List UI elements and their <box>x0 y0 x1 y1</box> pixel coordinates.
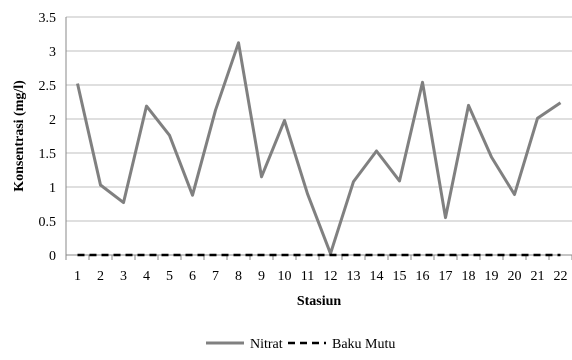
x-tick-label-5: 5 <box>166 269 173 284</box>
y-tick-label-5: 2.5 <box>39 79 57 94</box>
series-line-nitrat <box>78 43 561 254</box>
x-tick-label-8: 8 <box>235 269 242 284</box>
y-tick-label-0: 0 <box>49 249 56 264</box>
x-tick-label-7: 7 <box>212 269 219 284</box>
y-tick-label-6: 3 <box>49 45 56 60</box>
x-tick-label-20: 20 <box>508 269 522 284</box>
x-tick-label-17: 17 <box>439 269 453 284</box>
x-tick-label-6: 6 <box>189 269 196 284</box>
legend-label-baku-mutu: Baku Mutu <box>332 337 395 352</box>
x-tick-label-11: 11 <box>301 269 314 284</box>
x-tick-label-4: 4 <box>143 269 150 284</box>
y-tick-label-1: 0.5 <box>39 215 57 230</box>
x-tick-label-16: 16 <box>416 269 430 284</box>
x-tick-label-21: 21 <box>531 269 545 284</box>
y-tick-label-4: 2 <box>49 113 56 128</box>
x-tick-label-12: 12 <box>324 269 338 284</box>
x-axis-title: Stasiun <box>297 294 342 309</box>
x-tick-label-10: 10 <box>278 269 292 284</box>
legend: Nitrat Baku Mutu <box>206 337 395 352</box>
y-tick-label-7: 3.5 <box>39 11 57 26</box>
x-tick-label-1: 1 <box>74 269 81 284</box>
y-axis-title: Konsentrasi (mg/l) <box>12 80 27 192</box>
x-tick-label-19: 19 <box>485 269 499 284</box>
y-tick-label-3: 1.5 <box>39 147 57 162</box>
x-tick-label-18: 18 <box>462 269 476 284</box>
x-tick-label-2: 2 <box>97 269 104 284</box>
x-tick-label-3: 3 <box>120 269 127 284</box>
x-tick-label-9: 9 <box>258 269 265 284</box>
x-tick-label-15: 15 <box>393 269 407 284</box>
y-tick-label-2: 1 <box>49 181 56 196</box>
x-tick-label-22: 22 <box>554 269 568 284</box>
x-tick-label-13: 13 <box>347 269 361 284</box>
legend-label-nitrat: Nitrat <box>250 337 283 352</box>
series-lines <box>77 43 560 255</box>
x-tick-label-14: 14 <box>370 269 384 284</box>
